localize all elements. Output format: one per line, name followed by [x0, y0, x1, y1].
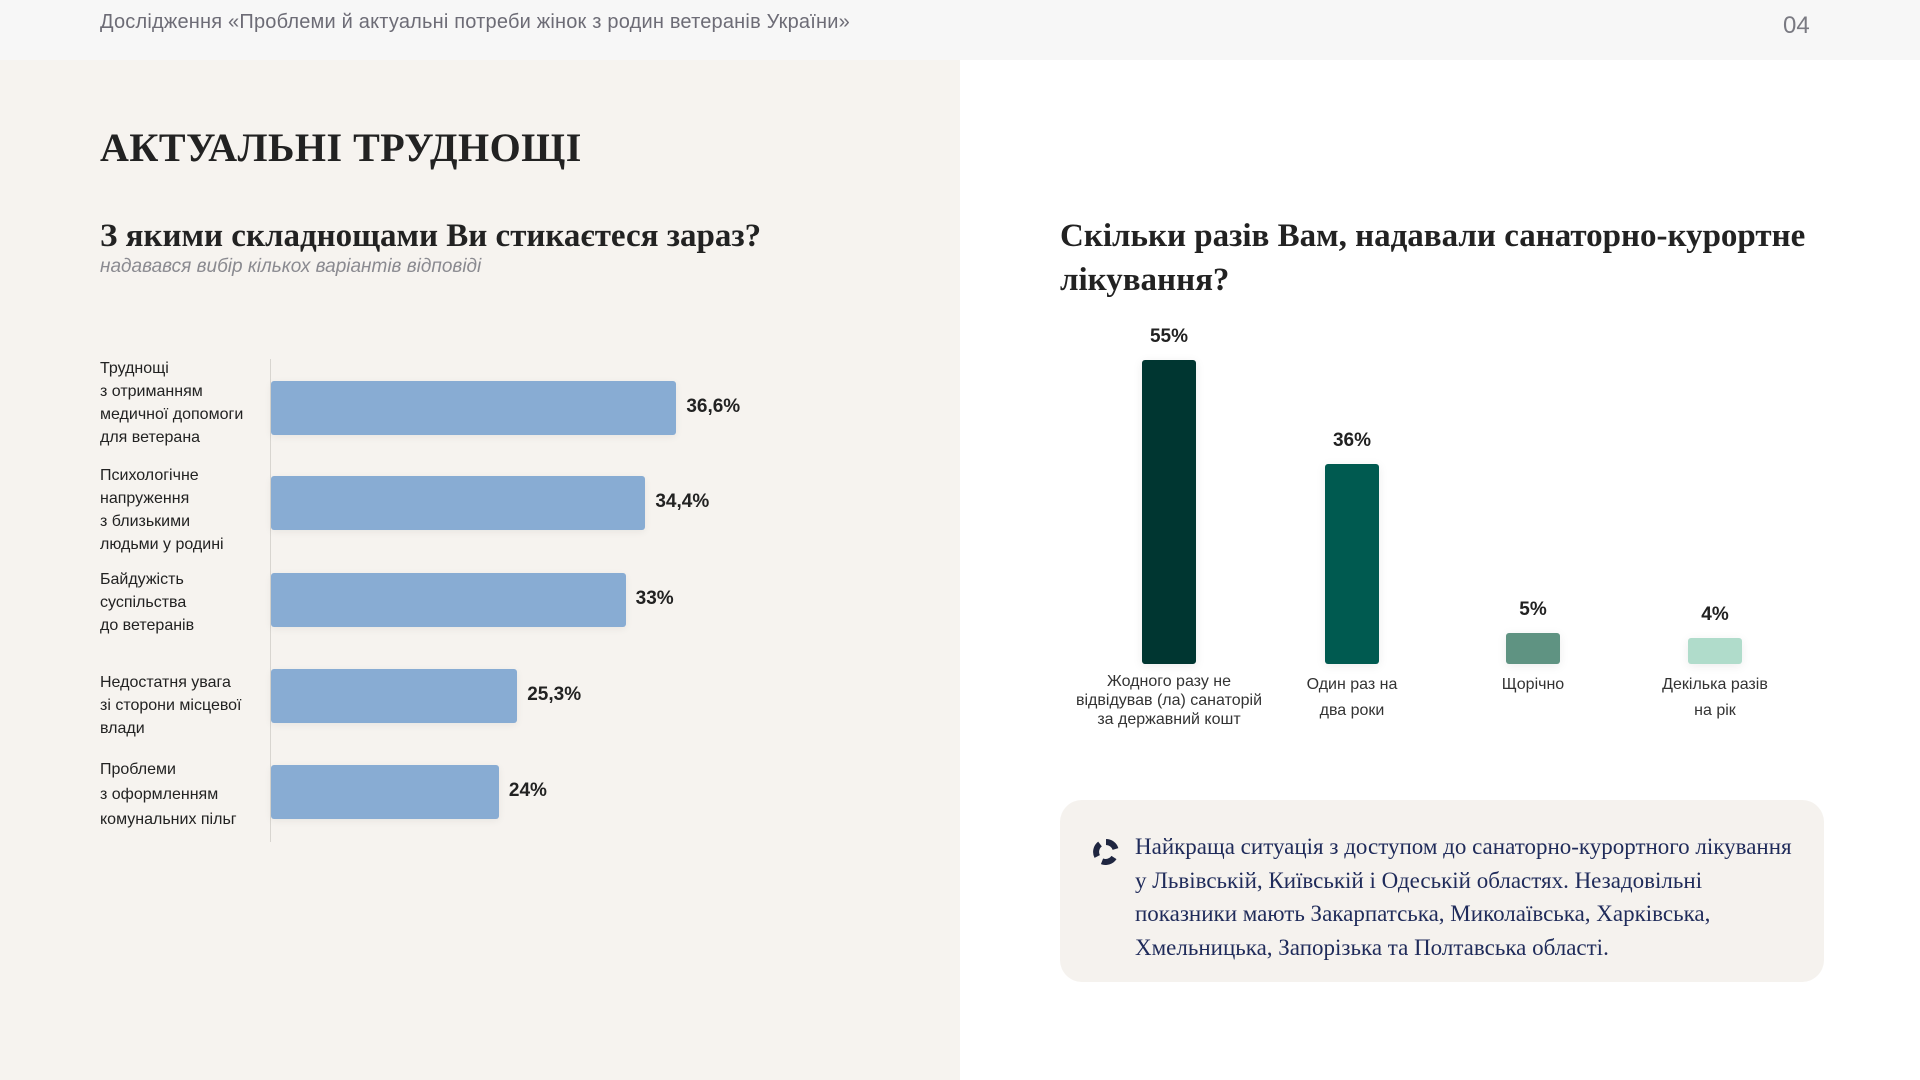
bar-category-label: Проблеми з оформленням комунальних пільг: [100, 761, 237, 828]
bar: [1325, 463, 1379, 664]
bar-value-label: 4%: [1701, 604, 1729, 626]
chart-axis-line: [270, 359, 271, 842]
cycle-icon: [1093, 839, 1119, 865]
bar-value-label: 55%: [1149, 326, 1189, 348]
bar-category-label: Недостатня увага зі сторони місцевої вла…: [100, 674, 242, 737]
bar-value-label: 25,3%: [527, 684, 582, 705]
bar-value-label: 34,4%: [655, 491, 710, 512]
bar-value-label: 5%: [1519, 598, 1547, 620]
bar: [271, 573, 626, 627]
bar-category-label: Труднощі з отриманням медичної допомоги …: [100, 360, 244, 446]
bar: [1506, 632, 1560, 664]
bar-category-label: Щорічно: [1501, 676, 1565, 693]
bar: [1142, 360, 1196, 664]
study-title: Дослідження «Проблеми й актуальні потреб…: [100, 11, 850, 33]
bar-value-label: 36,6%: [686, 396, 741, 417]
callout-text: Найкраща ситуація з доступом до санаторн…: [1135, 834, 1792, 960]
bar-category-label: Жодного разу не відвідував (ла) санаторі…: [1076, 673, 1262, 728]
bar: [271, 669, 518, 723]
header-bar: Дослідження «Проблеми й актуальні потреб…: [0, 0, 1920, 60]
bar-category-label: Один раз на два роки: [1306, 676, 1398, 719]
page-number: 04: [1783, 12, 1810, 39]
bar-category-label: Психологічне напруження з близькими людь…: [100, 467, 224, 553]
difficulties-question: З якими складнощами Ви стикаєтеся зараз?: [100, 218, 762, 254]
sanatorium-question: Скільки разів Вам, надавали санаторно-ку…: [1060, 218, 1806, 298]
insight-callout: Найкраща ситуація з доступом до санаторн…: [1060, 800, 1824, 982]
bar-category-label: Байдужість суспільства до ветеранів: [100, 571, 195, 634]
bar: [1688, 638, 1742, 664]
bar-value-label: 36%: [1332, 429, 1372, 451]
bar: [271, 381, 677, 435]
bar: [271, 476, 646, 530]
bar: [271, 765, 499, 819]
bar-category-label: Декілька разів на рік: [1662, 676, 1768, 719]
multiple-choice-note: надавався вибір кількох варіантів відпов…: [100, 256, 482, 277]
bar-value-label: 24%: [508, 780, 547, 801]
section-title: АКТУАЛЬНІ ТРУДНОЩІ: [100, 125, 582, 170]
bar-value-label: 33%: [635, 588, 674, 609]
left-panel: [0, 60, 960, 1080]
